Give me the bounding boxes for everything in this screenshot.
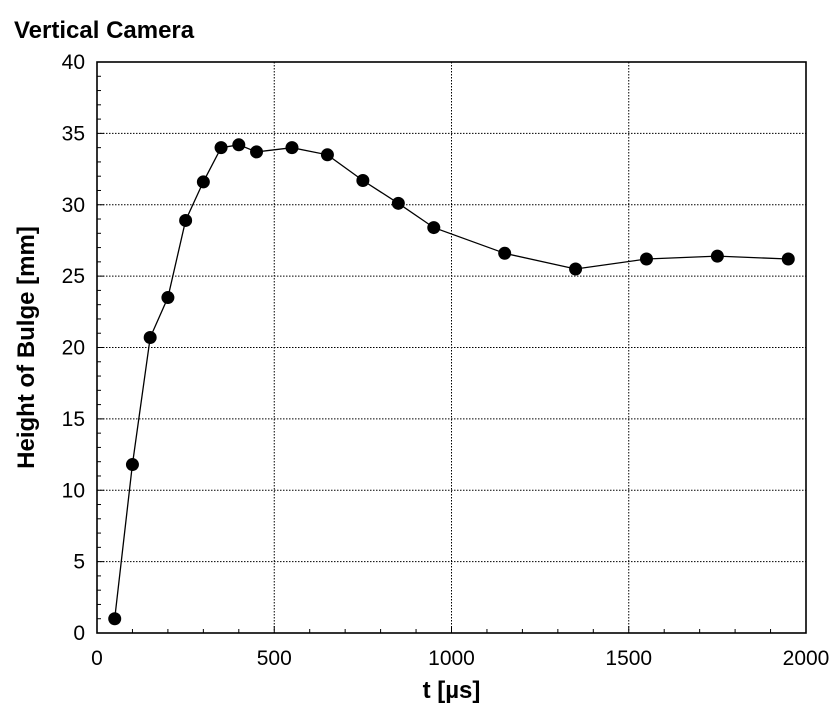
- y-tick-label: 35: [62, 122, 85, 145]
- x-axis-label: t [µs]: [423, 677, 481, 704]
- data-point: [143, 331, 157, 345]
- y-tick-label: 40: [62, 51, 85, 74]
- data-point: [196, 175, 210, 189]
- y-tick-label: 5: [73, 551, 85, 574]
- y-tick-label: 25: [62, 265, 85, 288]
- y-tick-label: 0: [73, 622, 85, 645]
- data-point: [179, 213, 193, 227]
- y-tick-label: 20: [62, 337, 85, 360]
- x-tick-label: 2000: [783, 647, 830, 670]
- data-point: [356, 173, 370, 187]
- chart-title: Vertical Camera: [14, 17, 195, 44]
- data-point: [569, 262, 583, 276]
- data-point: [320, 148, 334, 162]
- x-tick-label: 1000: [428, 647, 475, 670]
- y-tick-label: 10: [62, 479, 85, 502]
- plot-frame: [96, 61, 807, 634]
- y-tick-label: 30: [62, 194, 85, 217]
- data-point: [161, 291, 175, 305]
- x-tick-label: 0: [91, 647, 103, 670]
- grid-lines: [97, 62, 806, 633]
- tick-labels: 0 5 10 15 20 25 30 35 40 0 500 1000 1500 2000: [62, 51, 830, 670]
- data-point: [285, 141, 299, 155]
- data-point: [391, 196, 405, 210]
- y-axis-label: Height of Bulge [mm]: [13, 226, 40, 469]
- data-point: [639, 252, 653, 266]
- data-point: [781, 252, 795, 266]
- x-tick-label: 1500: [605, 647, 652, 670]
- data-point: [125, 458, 139, 472]
- y-tick-label: 15: [62, 408, 85, 431]
- data-points: [108, 138, 795, 626]
- data-point: [214, 141, 228, 155]
- data-point: [498, 246, 512, 260]
- x-tick-label: 500: [257, 647, 292, 670]
- data-point: [250, 145, 264, 159]
- data-point: [232, 138, 246, 152]
- data-point: [710, 249, 724, 263]
- data-point: [427, 221, 441, 235]
- data-point: [108, 612, 122, 626]
